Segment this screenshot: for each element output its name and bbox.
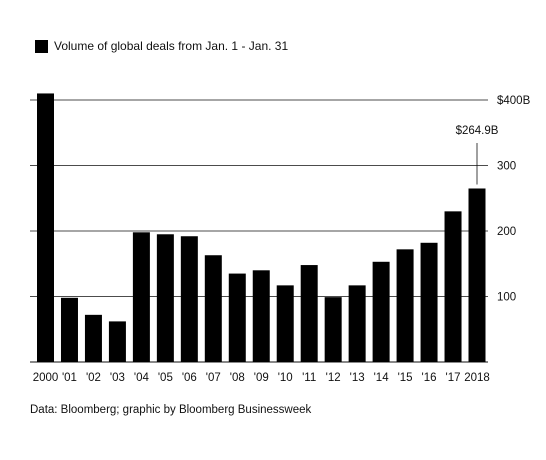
bar <box>228 273 246 362</box>
bar <box>156 234 174 362</box>
x-tick-label: '13 <box>350 372 365 384</box>
x-tick-label: '07 <box>206 372 221 384</box>
x-tick-label: '02 <box>86 372 101 384</box>
bar <box>132 232 150 362</box>
x-tick-label: '05 <box>158 372 173 384</box>
x-tick-label: '01 <box>62 372 77 384</box>
y-tick-label: 100 <box>497 292 516 304</box>
legend-label: Volume of global deals from Jan. 1 - Jan… <box>54 39 289 53</box>
y-axis-labels: 100 200 300 $400B <box>497 95 531 304</box>
x-tick-label: '06 <box>182 372 197 384</box>
x-tick-label: 2018 <box>464 372 490 384</box>
bar <box>396 249 414 362</box>
bar <box>300 265 318 362</box>
x-tick-label: '09 <box>254 372 269 384</box>
x-tick-label: '08 <box>230 372 245 384</box>
x-tick-label: '04 <box>134 372 150 384</box>
x-tick-label: '14 <box>374 372 390 384</box>
x-tick-label: 2000 <box>33 372 59 384</box>
bar <box>180 236 198 362</box>
value-annotation: $264.9B <box>456 125 499 185</box>
bar <box>468 188 486 362</box>
x-tick-label: '03 <box>110 372 125 384</box>
bar-chart: 2000'01 '02 '03 '04 '05 '06 '07 '08 '09 '10 '11 '12… <box>30 93 531 384</box>
y-tick-label: 200 <box>497 226 516 238</box>
bar <box>420 242 438 362</box>
x-tick-label: '15 <box>398 372 413 384</box>
bar <box>108 321 126 362</box>
bars <box>37 93 486 362</box>
bar <box>348 285 366 362</box>
source-note: Data: Bloomberg; graphic by Bloomberg Bu… <box>30 404 312 416</box>
bar <box>60 297 78 362</box>
bar <box>84 314 102 362</box>
x-tick-label: '10 <box>278 372 293 384</box>
bar <box>324 297 342 362</box>
bar <box>372 261 390 362</box>
x-tick-label: '17 <box>446 372 461 384</box>
y-tick-label: $400B <box>497 95 531 107</box>
bar <box>37 93 54 362</box>
annotation-label: $264.9B <box>456 125 499 137</box>
bar <box>276 285 294 362</box>
x-axis-labels: 2000'01 '02 '03 '04 '05 '06 '07 '08 '09 '10 '11 '12… <box>33 372 490 384</box>
x-tick-label: '12 <box>326 372 341 384</box>
bar <box>204 255 222 362</box>
legend: Volume of global deals from Jan. 1 - Jan… <box>35 38 288 54</box>
bar <box>444 211 462 362</box>
legend-swatch <box>35 39 48 53</box>
y-tick-label: 300 <box>497 161 516 173</box>
bar <box>252 270 270 362</box>
x-tick-label: '11 <box>302 372 316 384</box>
x-tick-label: '16 <box>422 372 437 384</box>
